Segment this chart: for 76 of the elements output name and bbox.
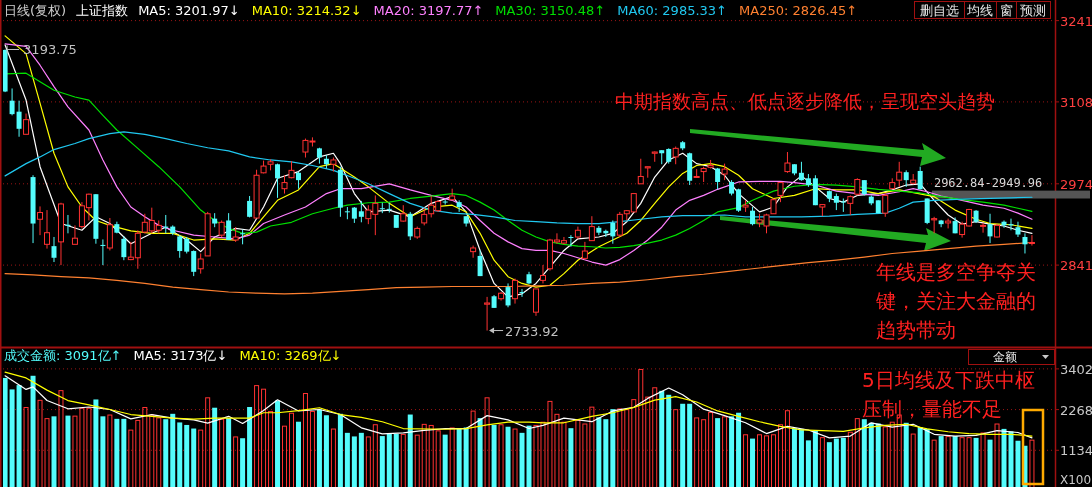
text: MA250: 2826.45↑ (739, 3, 858, 18)
candlestick (882, 193, 889, 218)
candlestick (386, 202, 392, 214)
y-tick-label: 2268 (1060, 402, 1092, 418)
annotation: 5日均线及下跌中枢压制，量能不足 (862, 367, 1036, 423)
y-axis-title: X100 (1060, 473, 1092, 487)
candlestick (784, 151, 791, 174)
text: MA20: 3197.77↑ (373, 3, 484, 18)
candlestick (610, 219, 616, 245)
annotation: 2733.92 (505, 323, 559, 339)
annotation: 中期指数高点、低点逐步降低，呈现空头趋势 (615, 90, 995, 112)
candlestick (945, 218, 952, 229)
candlestick (847, 194, 854, 216)
y-tick-label: 1134 (1060, 443, 1092, 459)
candlestick (512, 278, 519, 305)
candlestick (568, 234, 574, 248)
candlestick (51, 236, 57, 263)
candlestick (539, 264, 546, 284)
candlestick (23, 113, 30, 135)
candlestick (177, 234, 183, 259)
y-tick-label: 2841 (1060, 258, 1092, 274)
candlestick (44, 209, 51, 250)
band-label: 2962.84-2949.96 (933, 175, 1043, 190)
candlestick (226, 212, 232, 241)
candlestick (1028, 234, 1035, 247)
candlestick (840, 197, 846, 213)
candlestick (275, 163, 281, 199)
text: MA60: 2985.33↑ (617, 3, 728, 18)
candlestick (980, 222, 987, 234)
candlestick (477, 249, 483, 277)
candlestick (470, 245, 477, 259)
chart-title: 上证指数 (76, 3, 129, 18)
candlestick (1015, 221, 1021, 238)
candlestick (281, 174, 288, 195)
text: MA5: 3201.97↓ (138, 3, 240, 18)
text: MA5: 3173亿↓ (133, 348, 228, 363)
candlestick (456, 199, 462, 213)
candlestick (616, 211, 623, 238)
candlestick (9, 87, 15, 116)
candlestick (715, 167, 721, 190)
y-tick-label: 3402 (1060, 361, 1092, 377)
candlestick (798, 161, 804, 182)
candlestick (106, 217, 113, 251)
candlestick (71, 224, 78, 245)
candlestick (1022, 232, 1028, 254)
candlestick (379, 202, 385, 214)
y-tick-label: 3241 (1060, 13, 1092, 29)
candlestick (896, 161, 903, 188)
candlestick (344, 206, 350, 220)
candlestick (407, 211, 413, 241)
candlestick (37, 205, 44, 236)
chart-subtitle: 日线(复权) (4, 3, 67, 18)
candlestick (100, 238, 106, 266)
annotation: 金额 (993, 350, 1017, 364)
candlestick (588, 215, 595, 242)
candlestick (519, 288, 525, 298)
candlestick (750, 206, 756, 226)
candlestick (484, 296, 491, 332)
candlestick (16, 100, 22, 138)
y-tick-label: 3108 (1060, 94, 1092, 110)
series-label: 成交金额: 3091亿↑ (4, 348, 122, 363)
candlestick (637, 158, 644, 185)
annotation: 年线是多空争夺关键，关注大金融的趋势带动 (876, 259, 1037, 344)
text: MA10: 3214.32↓ (251, 3, 362, 18)
candlestick (987, 213, 993, 244)
y-tick-label: 2974 (1060, 176, 1092, 192)
text: 预测 (1020, 3, 1046, 18)
candlestick (121, 235, 127, 261)
candlestick (197, 252, 204, 275)
text: MA30: 3150.48↑ (495, 3, 606, 18)
candlestick (581, 241, 588, 261)
candlestick (505, 282, 511, 308)
candlestick (532, 288, 539, 317)
candlestick (358, 200, 364, 223)
candlestick (191, 249, 197, 277)
text: MA10: 3269亿↓ (239, 348, 342, 363)
